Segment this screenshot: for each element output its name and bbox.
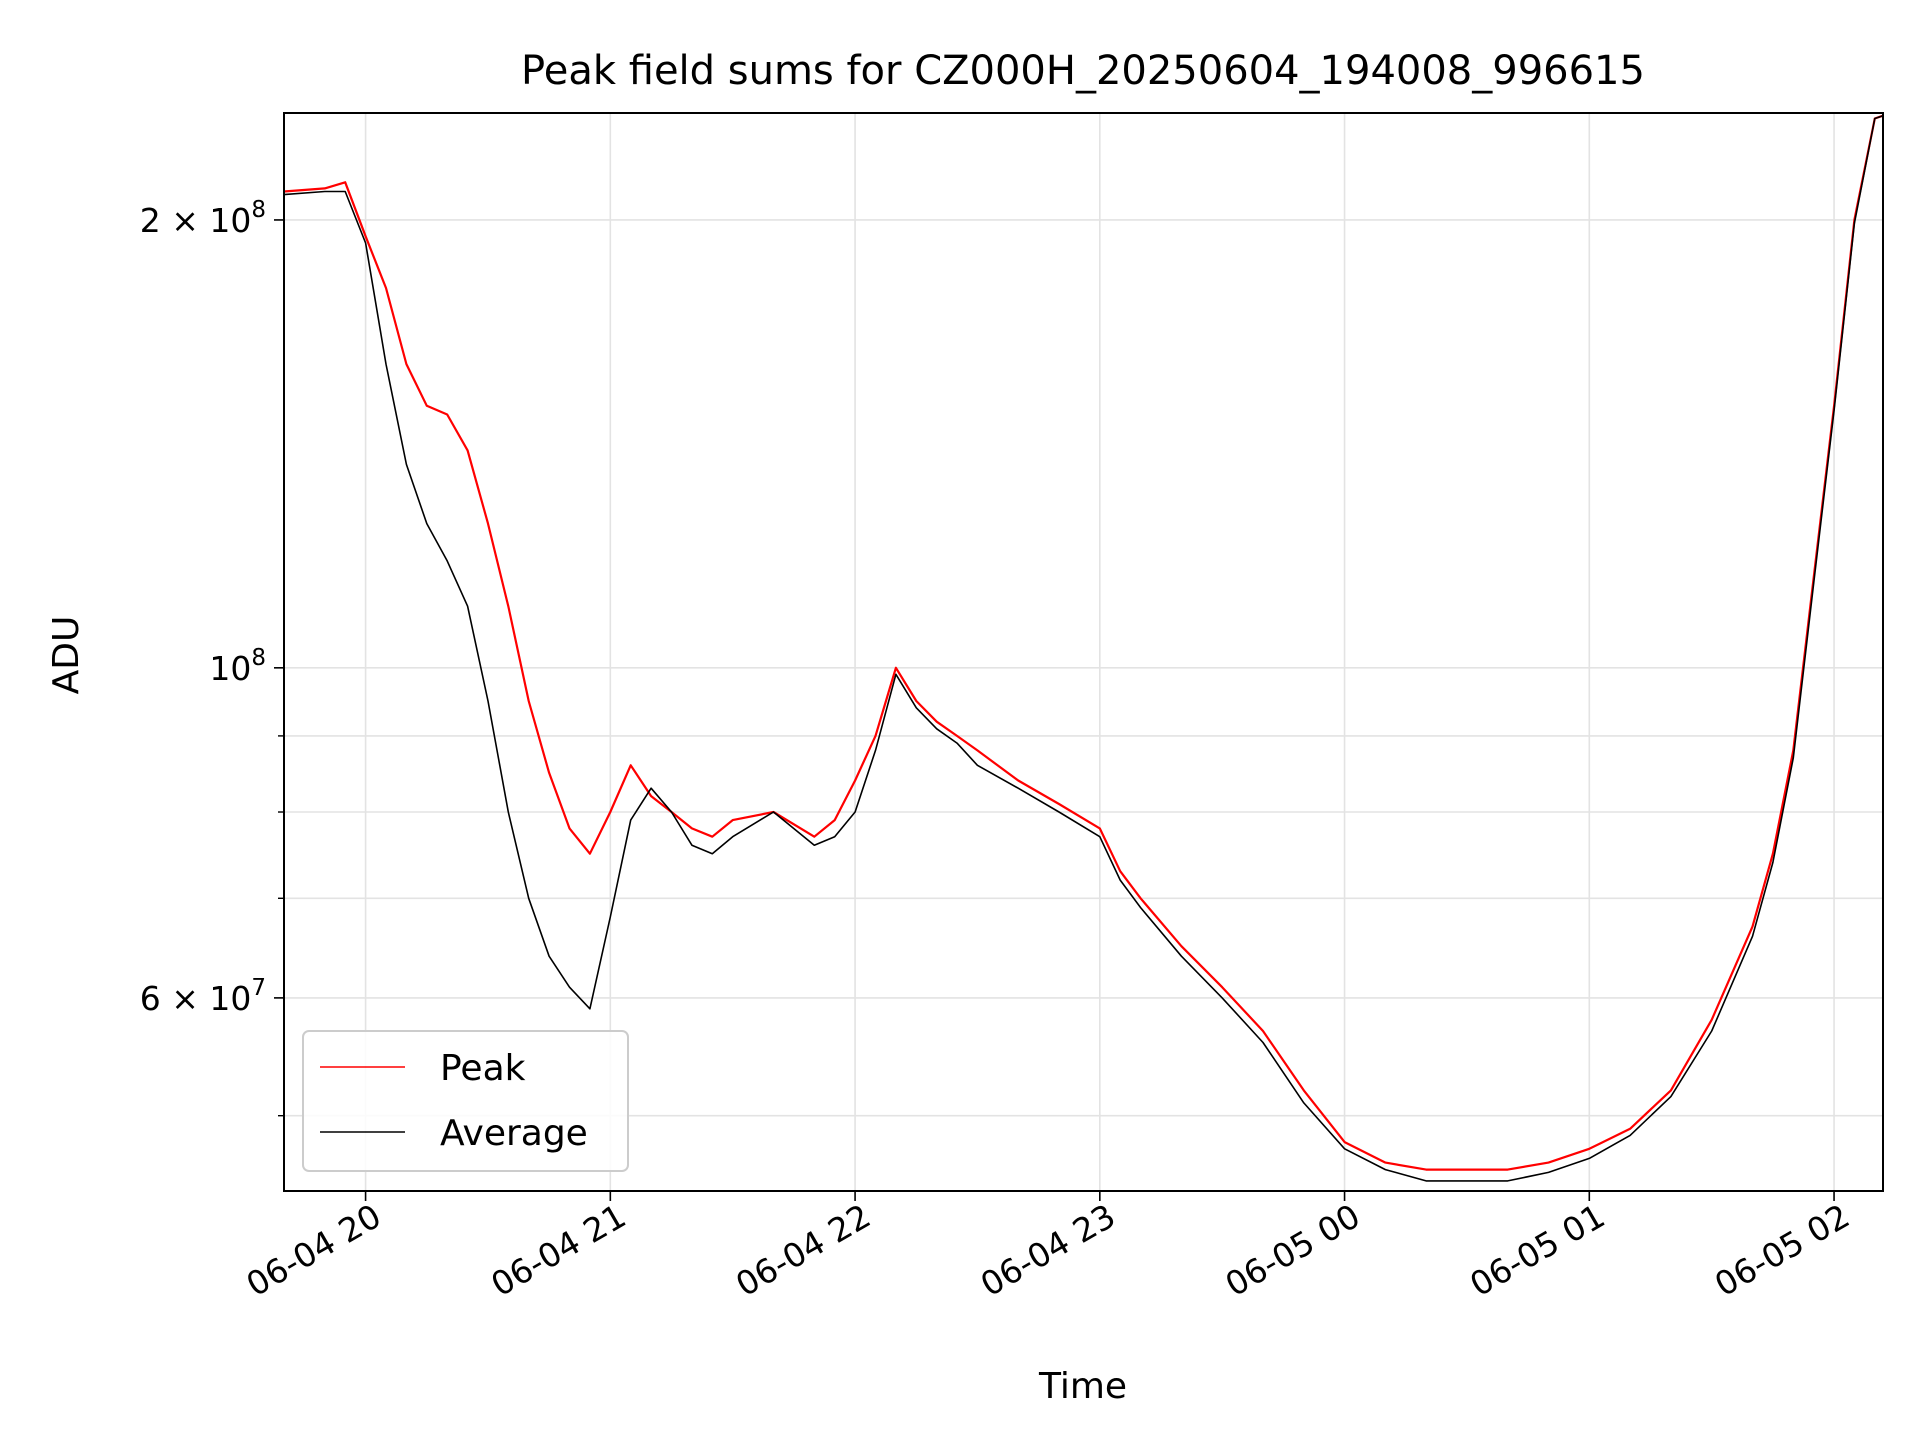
- legend: Peak Average: [302, 1030, 629, 1172]
- y-tick-label: 108: [209, 645, 266, 688]
- series-line-average: [283, 114, 1884, 1182]
- x-axis-label: Time: [1038, 1366, 1127, 1407]
- y-axis-label: ADU: [46, 616, 87, 695]
- legend-box: [302, 1030, 629, 1172]
- legend-peak-label: Peak: [440, 1048, 526, 1089]
- plot-frame: [283, 112, 1884, 1192]
- y-tick-label: 6 × 107: [140, 975, 266, 1018]
- legend-average-label: Average: [440, 1113, 588, 1154]
- y-tick-layer: 2 × 108 108 6 × 107: [140, 197, 284, 1117]
- chart-title: Peak field sums for CZ000H_20250604_1940…: [521, 48, 1645, 94]
- series-layer: [283, 114, 1884, 1182]
- y-tick-label: 2 × 108: [140, 197, 266, 240]
- series-line-peak: [283, 114, 1884, 1171]
